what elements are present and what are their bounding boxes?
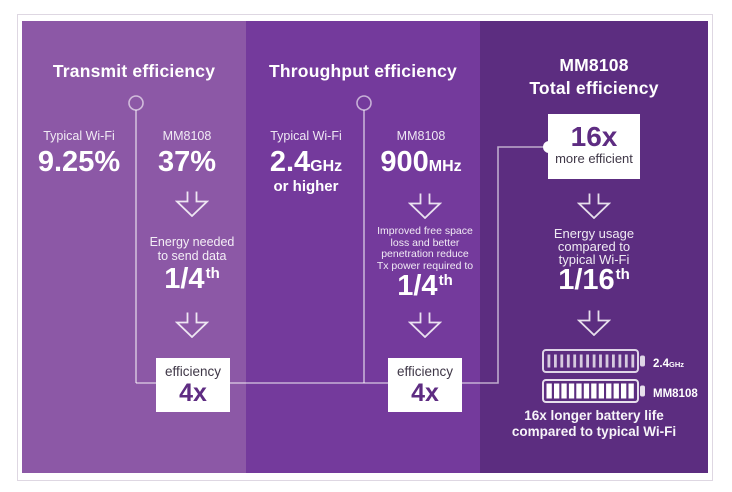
connector-dot-icon [543,141,555,153]
panel2-efficiency-box: efficiency 4x [388,358,462,412]
panel2-typical-value: 2.4GHz [269,146,343,178]
battery-full-icon [542,379,645,403]
total-efficiency-value: 16x [570,121,618,152]
panel1-efficiency-box-label: efficiency [164,364,222,379]
panel1-mm8108-label: MM8108 [162,129,212,143]
panel2-typical-label: Typical Wi-Fi [270,129,342,143]
panel1-typical-label: Typical Wi-Fi [43,129,115,143]
total-efficiency-label: more efficient [555,151,633,166]
panel1-efficiency-box: efficiency 4x [156,358,230,412]
panel1-mm8108-value: 37% [157,146,217,178]
down-arrow-icon [408,312,442,338]
panel1-typical-value: 9.25% [37,146,121,178]
down-arrow-icon [408,193,442,219]
panel1-note: Energy needed to send data [149,235,235,263]
panel2-mm8108-label: MM8108 [396,129,446,143]
panel1-fraction: 1/4th [164,263,220,295]
panel1-efficiency-box-value: 4x [179,379,207,407]
panel3-note: Energy usage compared to typical Wi-Fi [553,226,635,267]
outer-frame: Transmit efficiency Typical Wi-Fi 9.25% … [17,14,713,481]
panels-stage: Transmit efficiency Typical Wi-Fi 9.25% … [22,21,708,473]
battery1-label: 2.4GHz [653,358,684,370]
panel2-efficiency-box-label: efficiency [396,364,454,379]
battery-striped-icon [542,349,645,373]
battery2-label: MM8108 [653,388,698,400]
total-efficiency-box: 16x more efficient [548,114,640,179]
panel3-fraction: 1/16th [558,264,630,296]
panel2-mm8108-value: 900MHz [380,146,462,178]
panel2-title: Throughput efficiency [269,61,457,81]
panel3-title: MM8108 Total efficiency [529,55,659,98]
panel2-typical-note: or higher [273,178,339,195]
down-arrow-icon [175,191,209,217]
panel2-efficiency-box-value: 4x [411,379,439,407]
panel1-title: Transmit efficiency [52,61,216,81]
panel2-fraction: 1/4th [397,270,453,302]
down-arrow-icon [577,193,611,219]
down-arrow-icon [577,310,611,336]
battery-caption: 16x longer battery life compared to typi… [511,408,677,439]
down-arrow-icon [175,312,209,338]
panel2-note: Improved free space loss and better pene… [376,225,474,272]
